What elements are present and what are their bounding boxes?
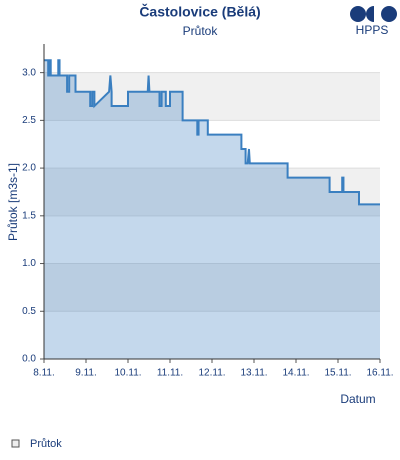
grid-band bbox=[44, 72, 380, 121]
x-tick-label: 16.11. bbox=[366, 368, 393, 379]
y-tick-label: 1.0 bbox=[22, 258, 36, 269]
y-tick-label: 0.5 bbox=[22, 306, 36, 317]
x-tick-label: 11.11. bbox=[157, 368, 183, 379]
y-tick-label: 2.5 bbox=[22, 115, 36, 126]
legend-label: Průtok bbox=[30, 438, 62, 450]
y-tick-label: 0.0 bbox=[22, 354, 36, 365]
x-tick-label: 14.11. bbox=[282, 368, 309, 379]
chart-title: Častolovice (Bělá) bbox=[139, 3, 260, 20]
y-axis-label: Průtok [m3s-1] bbox=[6, 163, 20, 241]
legend-swatch bbox=[11, 439, 20, 448]
logo: HPPS bbox=[350, 6, 397, 37]
line bbox=[44, 59, 380, 206]
chart-subtitle: Průtok bbox=[183, 24, 219, 38]
grid-band bbox=[44, 168, 380, 216]
grid-band bbox=[44, 263, 380, 312]
y-tick-label: 1.5 bbox=[22, 210, 36, 221]
x-axis-label: Datum bbox=[340, 392, 375, 406]
x-tick-label: 13.11. bbox=[240, 368, 267, 379]
x-tick-label: 8.11. bbox=[33, 368, 55, 379]
y-tick-label: 2.0 bbox=[22, 163, 36, 174]
x-tick-label: 12.11. bbox=[198, 368, 225, 379]
area bbox=[44, 60, 380, 360]
y-tick-label: 3.0 bbox=[22, 67, 36, 78]
x-tick-label: 10.11. bbox=[114, 368, 141, 379]
x-tick-label: 9.11. bbox=[75, 368, 97, 379]
x-tick-label: 15.11. bbox=[324, 368, 351, 379]
logo-text: HPPS bbox=[356, 23, 389, 37]
